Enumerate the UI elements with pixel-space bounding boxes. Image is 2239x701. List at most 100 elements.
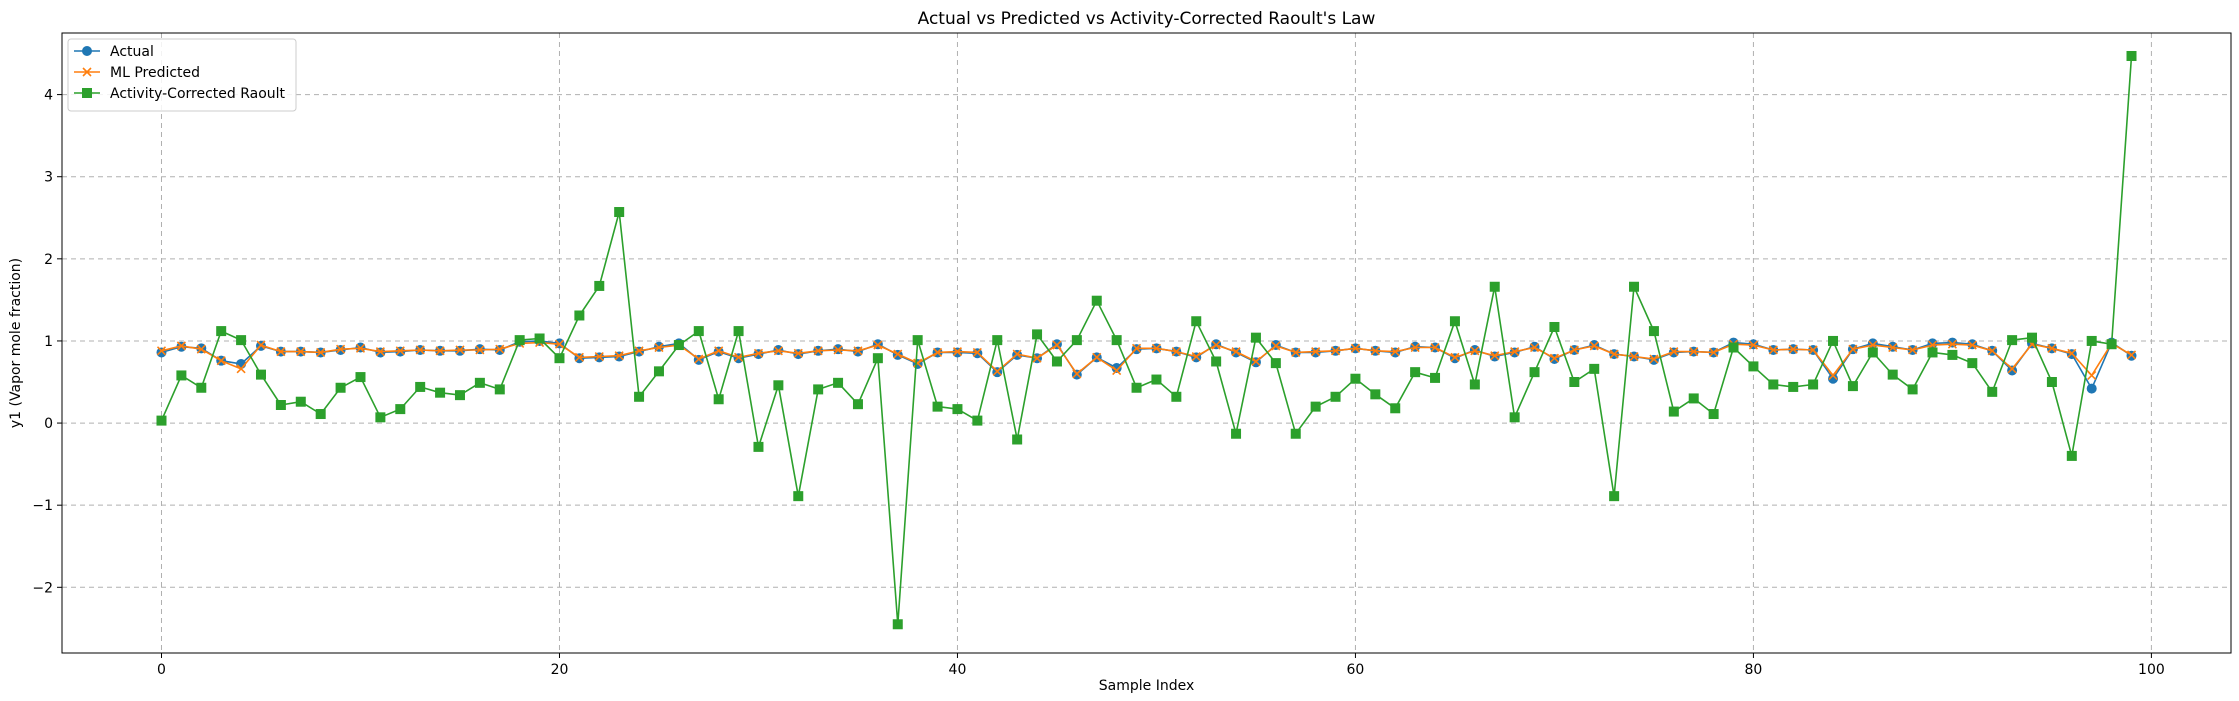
data-point-ml-predicted [1131, 343, 1142, 353]
data-point-ml-predicted [1589, 341, 1599, 351]
data-point-activity-corrected-raoult [2007, 335, 2018, 346]
data-point-activity-corrected-raoult [1549, 321, 1560, 332]
data-point-activity-corrected-raoult [773, 380, 784, 391]
data-point-ml-predicted [913, 358, 923, 368]
data-point-actual [1947, 337, 1958, 348]
data-point-activity-corrected-raoult [1947, 349, 1958, 360]
data-point-ml-predicted [1251, 356, 1261, 367]
data-point-ml-predicted [1649, 354, 1659, 364]
data-point-ml-predicted [1788, 344, 1798, 354]
data-point-ml-predicted [1231, 347, 1241, 357]
data-point-activity-corrected-raoult [1430, 372, 1441, 383]
data-point-activity-corrected-raoult [2066, 450, 2077, 461]
data-point-activity-corrected-raoult [753, 441, 764, 452]
data-point-ml-predicted [296, 347, 306, 357]
data-point-ml-predicted [2047, 343, 2057, 353]
data-point-ml-predicted [1112, 365, 1122, 376]
data-point-activity-corrected-raoult [1887, 369, 1898, 380]
data-point-ml-predicted [1311, 347, 1321, 357]
data-point-activity-corrected-raoult [1648, 326, 1659, 337]
data-point-ml-predicted [1271, 341, 1281, 351]
y-tick-label: −2 [32, 580, 53, 596]
data-point-activity-corrected-raoult [1529, 367, 1540, 378]
data-point-activity-corrected-raoult [375, 412, 386, 423]
data-point-activity-corrected-raoult [1310, 401, 1321, 412]
data-point-ml-predicted [1609, 349, 1619, 359]
data-point-ml-predicted [1808, 345, 1818, 355]
data-point-activity-corrected-raoult [1708, 409, 1719, 420]
data-point-ml-predicted [435, 346, 445, 356]
data-point-activity-corrected-raoult [1250, 332, 1261, 343]
data-point-activity-corrected-raoult [1211, 356, 1222, 367]
y-tick-label: 3 [44, 170, 53, 186]
y-axis-label: y1 (Vapor mole fraction) [8, 258, 24, 428]
data-point-ml-predicted [694, 354, 704, 364]
data-point-ml-predicted [1828, 370, 1838, 381]
data-point-activity-corrected-raoult [435, 387, 446, 398]
data-point-activity-corrected-raoult [614, 207, 625, 218]
data-point-ml-predicted [574, 352, 584, 362]
data-point-activity-corrected-raoult [1629, 281, 1640, 292]
data-point-ml-predicted [1987, 346, 1997, 356]
data-point-ml-predicted [236, 364, 246, 374]
data-point-activity-corrected-raoult [852, 399, 863, 410]
data-point-activity-corrected-raoult [1231, 428, 1242, 439]
data-point-activity-corrected-raoult [2086, 335, 2097, 346]
data-point-activity-corrected-raoult [1808, 379, 1819, 390]
data-point-ml-predicted [1908, 345, 1918, 355]
grid [62, 33, 2231, 653]
data-point-activity-corrected-raoult [1967, 358, 1978, 369]
data-point-ml-predicted [932, 347, 943, 358]
data-point-ml-predicted [634, 346, 644, 356]
y-tick-label: 2 [44, 252, 53, 268]
data-point-activity-corrected-raoult [952, 404, 963, 415]
series-line-ml-predicted [161, 341, 2132, 377]
data-point-activity-corrected-raoult [494, 384, 505, 395]
data-point-ml-predicted [216, 356, 226, 366]
data-point-ml-predicted [773, 346, 783, 356]
data-point-activity-corrected-raoult [833, 377, 844, 388]
data-point-activity-corrected-raoult [713, 394, 724, 405]
data-point-activity-corrected-raoult [1449, 316, 1460, 327]
data-point-ml-predicted [1510, 347, 1520, 357]
data-point-activity-corrected-raoult [176, 370, 187, 381]
y-tick-label: 0 [44, 416, 53, 432]
x-tick-label: 0 [157, 662, 166, 678]
data-point-activity-corrected-raoult [1688, 393, 1699, 404]
data-point-ml-predicted [1967, 340, 1977, 350]
data-point-activity-corrected-raoult [1768, 379, 1779, 390]
data-point-ml-predicted [2126, 350, 2137, 360]
data-point-ml-predicted [734, 352, 744, 362]
x-tick-label: 100 [2138, 662, 2165, 678]
x-tick-label: 80 [1745, 662, 1763, 678]
data-point-ml-predicted [395, 346, 405, 356]
data-point-activity-corrected-raoult [474, 377, 485, 388]
plot-frame [61, 32, 2232, 654]
data-point-ml-predicted [1072, 369, 1082, 379]
data-point-ml-predicted [1709, 347, 1719, 358]
data-point-activity-corrected-raoult [1489, 281, 1500, 292]
data-point-activity-corrected-raoult [1867, 347, 1878, 358]
data-point-activity-corrected-raoult [1390, 403, 1401, 414]
data-point-activity-corrected-raoult [992, 335, 1003, 346]
data-point-ml-predicted [2007, 364, 2017, 374]
data-point-activity-corrected-raoult [534, 333, 545, 344]
legend: Actual ML Predicted Activity-Corrected Rao… [67, 38, 297, 112]
data-point-ml-predicted [1330, 346, 1341, 356]
data-point-activity-corrected-raoult [335, 382, 346, 393]
data-point-ml-predicted [1291, 347, 1301, 358]
data-point-ml-predicted [415, 345, 425, 355]
data-point-activity-corrected-raoult [1051, 356, 1062, 367]
x-tick-label: 40 [949, 662, 967, 678]
legend-entry-actual: Actual [74, 44, 154, 60]
data-point-ml-predicted [1768, 345, 1778, 355]
data-point-activity-corrected-raoult [1111, 335, 1122, 346]
data-point-activity-corrected-raoult [275, 400, 286, 410]
data-point-ml-predicted [256, 340, 266, 350]
data-point-activity-corrected-raoult [454, 390, 465, 401]
legend-label: Actual [110, 44, 154, 60]
data-point-activity-corrected-raoult [1987, 386, 1998, 397]
series-ml-predicted [156, 338, 2137, 381]
data-point-ml-predicted [1529, 342, 1540, 353]
